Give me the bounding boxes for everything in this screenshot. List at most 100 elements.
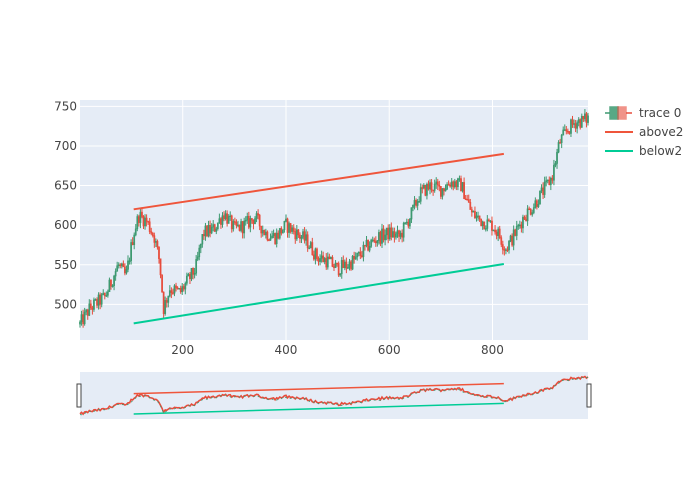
candle[interactable] [193, 267, 196, 279]
candle[interactable] [446, 182, 448, 191]
candle[interactable] [185, 272, 188, 286]
candle[interactable] [96, 297, 98, 309]
candle[interactable] [249, 215, 252, 233]
candle[interactable] [391, 227, 394, 238]
candle[interactable] [312, 250, 315, 261]
legend-item-above2[interactable]: above2 [605, 125, 683, 139]
candle[interactable] [560, 133, 563, 149]
candle[interactable] [525, 214, 527, 222]
candle[interactable] [283, 220, 286, 233]
candle[interactable] [323, 256, 326, 265]
candle[interactable] [133, 232, 136, 250]
candle[interactable] [107, 289, 109, 298]
candle[interactable] [128, 257, 131, 265]
candle[interactable] [501, 240, 504, 255]
candle[interactable] [376, 239, 379, 247]
candle[interactable] [330, 256, 332, 260]
candle[interactable] [97, 292, 100, 310]
candle[interactable] [433, 179, 436, 193]
candle[interactable] [488, 218, 490, 222]
candle[interactable] [447, 180, 450, 186]
candle[interactable] [272, 229, 275, 239]
candle[interactable] [337, 261, 340, 277]
candle[interactable] [147, 220, 150, 225]
candle[interactable] [551, 175, 554, 184]
candle[interactable] [156, 239, 159, 250]
candle[interactable] [443, 187, 445, 196]
candle[interactable] [518, 220, 521, 229]
candle[interactable] [520, 221, 523, 233]
candle[interactable] [579, 118, 582, 130]
rangeslider-left-handle[interactable] [76, 383, 82, 408]
candle[interactable] [565, 126, 568, 135]
candle[interactable] [384, 229, 386, 246]
candle[interactable] [486, 215, 489, 232]
candle[interactable] [347, 264, 349, 270]
candle[interactable] [111, 284, 114, 288]
candle[interactable] [263, 229, 266, 236]
candle[interactable] [523, 215, 526, 221]
candle[interactable] [584, 109, 586, 122]
candle[interactable] [444, 184, 447, 192]
candle[interactable] [390, 222, 393, 241]
candle[interactable] [461, 181, 464, 193]
candle[interactable] [422, 183, 425, 190]
candle[interactable] [537, 199, 540, 208]
candle[interactable] [410, 207, 413, 224]
candle[interactable] [148, 218, 151, 235]
candle[interactable] [407, 219, 410, 229]
candle[interactable] [306, 231, 309, 252]
candle[interactable] [145, 214, 148, 227]
candle[interactable] [153, 232, 156, 248]
candle[interactable] [494, 225, 496, 235]
candle[interactable] [114, 268, 117, 281]
candle[interactable] [522, 214, 524, 234]
candle[interactable] [136, 214, 139, 232]
candle[interactable] [238, 224, 241, 232]
candle[interactable] [354, 252, 357, 260]
candle[interactable] [489, 220, 492, 223]
candle[interactable] [532, 203, 535, 215]
candle[interactable] [359, 247, 362, 260]
candle[interactable] [142, 215, 145, 229]
candle[interactable] [229, 211, 232, 221]
candle[interactable] [113, 274, 115, 291]
candle[interactable] [585, 111, 588, 128]
candle[interactable] [86, 308, 89, 320]
candle[interactable] [492, 229, 495, 232]
candle[interactable] [257, 209, 259, 220]
candle[interactable] [309, 240, 312, 249]
candle[interactable] [255, 211, 258, 223]
candle[interactable] [302, 228, 304, 240]
candle[interactable] [528, 206, 531, 211]
candle[interactable] [512, 225, 515, 251]
candle[interactable] [531, 209, 534, 217]
candle[interactable] [251, 218, 253, 224]
candle[interactable] [326, 252, 329, 270]
candle[interactable] [210, 223, 213, 235]
candle[interactable] [195, 254, 198, 276]
candle[interactable] [566, 128, 569, 135]
candle[interactable] [378, 229, 380, 245]
rangeslider-right-handle[interactable] [586, 383, 592, 408]
candle[interactable] [116, 261, 119, 272]
candle[interactable] [556, 148, 558, 169]
legend-item-trace-0[interactable]: trace 0 [605, 106, 681, 120]
candle[interactable] [316, 247, 318, 261]
candle[interactable] [137, 214, 140, 227]
candle[interactable] [319, 254, 321, 266]
candle[interactable] [144, 214, 146, 230]
candle[interactable] [356, 252, 359, 261]
candle[interactable] [427, 180, 430, 191]
candle[interactable] [429, 179, 431, 195]
candle[interactable] [196, 251, 199, 262]
candle[interactable] [127, 255, 129, 273]
candle[interactable] [204, 222, 207, 241]
candle[interactable] [131, 237, 134, 246]
candle[interactable] [339, 273, 342, 277]
candle[interactable] [182, 284, 185, 292]
candle[interactable] [158, 246, 160, 264]
candles-group[interactable] [79, 109, 589, 328]
candle[interactable] [577, 117, 580, 127]
candle[interactable] [198, 244, 201, 261]
